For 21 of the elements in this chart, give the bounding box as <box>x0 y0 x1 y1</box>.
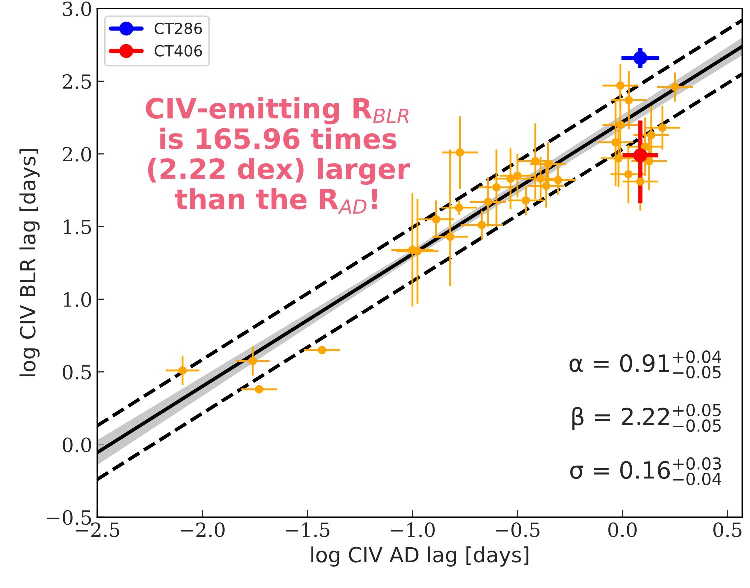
annotation: β = 2.22$^{+0.05}$$_{−0.05}$ <box>572 404 721 432</box>
y-tick-label: 0.0 <box>63 438 92 452</box>
x-tick-label: −1.0 <box>391 522 435 538</box>
x-tick-label: −0.5 <box>496 522 540 538</box>
y-tick-label: 0.5 <box>63 365 92 380</box>
y-tick-label: 1.5 <box>64 220 92 234</box>
x-tick-label: −1.5 <box>286 522 330 538</box>
x-tick-label: 0.0 <box>608 522 637 538</box>
x-tick-label: −2.0 <box>181 522 225 538</box>
legend-label: CT286 <box>154 22 202 34</box>
annotation: CIV-emitting R$_{BLR}$ is 165.96 times (2.22 dex) larger than the R$_{AD}$! <box>146 98 410 214</box>
legend-label: CT406 <box>154 45 202 57</box>
y-tick-label: 1.0 <box>64 292 92 308</box>
annotation: σ = 0.16$^{+0.03}$$_{−0.04}$ <box>570 458 722 486</box>
x-axis-title: log CIV AD lag [days] <box>312 546 529 567</box>
x-tick-label: 0.5 <box>714 522 742 538</box>
y-axis-title: log CIV BLR lag [days] <box>20 150 40 377</box>
y-tick-label: 2.0 <box>63 147 92 162</box>
y-tick-label: 2.5 <box>63 74 92 90</box>
annotation: α = 0.91$^{+0.04}$$_{−0.05}$ <box>570 350 722 379</box>
y-tick-label: 3.0 <box>63 2 92 16</box>
